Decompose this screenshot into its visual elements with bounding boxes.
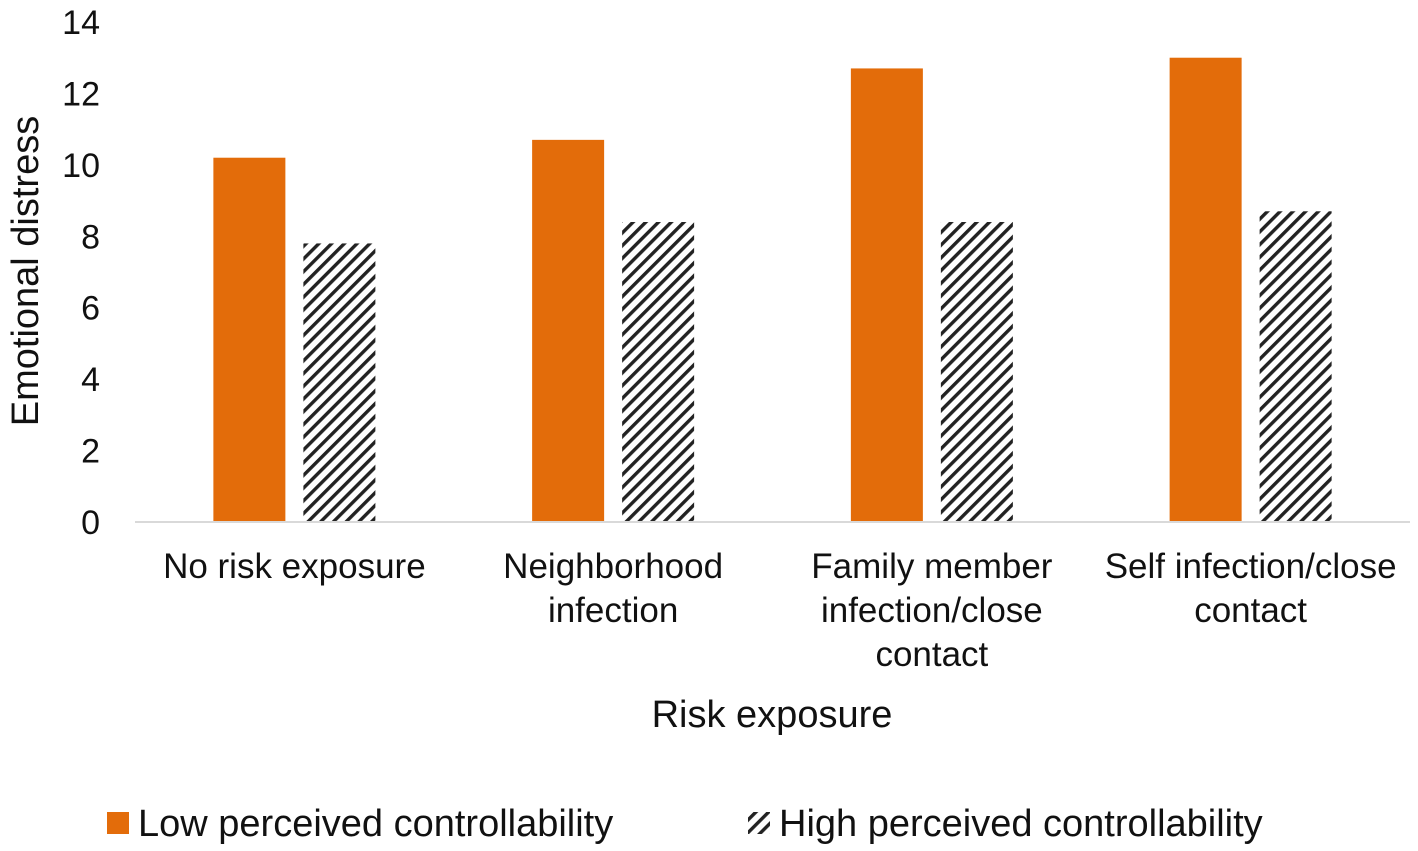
legend-label: High perceived controllability xyxy=(779,803,1263,845)
bar-high-controllability xyxy=(940,222,1013,522)
bar-high-controllability xyxy=(303,243,376,522)
y-tick-label: 0 xyxy=(81,504,100,542)
bar-low-controllability xyxy=(213,157,286,522)
x-category-label: Neighborhood xyxy=(503,547,723,586)
legend-swatch xyxy=(107,812,129,834)
x-category-label: infection xyxy=(548,591,678,630)
legend-swatch xyxy=(748,812,770,834)
bar-low-controllability xyxy=(850,68,923,522)
x-axis-title: Risk exposure xyxy=(652,694,893,736)
y-tick-label: 14 xyxy=(62,4,100,42)
x-category-label: Self infection/close xyxy=(1105,547,1397,586)
bar-high-controllability xyxy=(1259,211,1332,523)
y-tick-label: 6 xyxy=(81,290,100,328)
y-tick-label: 2 xyxy=(81,433,100,471)
x-category-label: No risk exposure xyxy=(163,547,426,586)
x-category-label: contact xyxy=(1194,591,1307,630)
bar-high-controllability xyxy=(622,222,695,522)
y-axis-ticks: 0 2 4 6 8 10 12 14 xyxy=(62,4,100,542)
x-axis-category-labels: No risk exposure Neighborhood infection Fam… xyxy=(163,547,1396,674)
y-tick-label: 4 xyxy=(81,361,100,399)
y-axis-title: Emotional distress xyxy=(5,116,47,426)
legend-label: Low perceived controllability xyxy=(138,803,613,845)
x-category-label: Family member xyxy=(811,547,1052,586)
bar-low-controllability xyxy=(1169,57,1242,522)
bar-low-controllability xyxy=(532,139,605,522)
x-category-label: infection/close xyxy=(821,591,1043,630)
y-tick-label: 10 xyxy=(62,147,100,185)
y-tick-label: 8 xyxy=(81,218,100,256)
bars xyxy=(213,57,1332,523)
x-category-label: contact xyxy=(875,635,988,674)
legend: Low perceived controllability High percei… xyxy=(107,803,1263,845)
y-tick-label: 12 xyxy=(62,75,100,113)
